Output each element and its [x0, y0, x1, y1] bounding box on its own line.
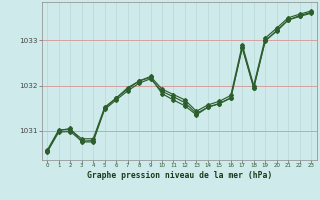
- X-axis label: Graphe pression niveau de la mer (hPa): Graphe pression niveau de la mer (hPa): [87, 171, 272, 180]
